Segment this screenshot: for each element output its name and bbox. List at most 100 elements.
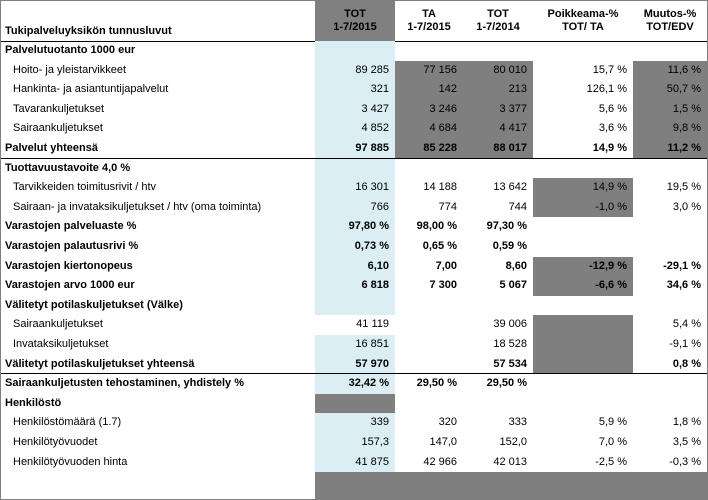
- table-cell: 39 006: [493, 318, 527, 331]
- table-cell: [315, 393, 395, 414]
- table-cell: [633, 374, 707, 394]
- row-label: Tuottavuustavoite 4,0 %: [5, 161, 131, 174]
- table-cell: [533, 394, 633, 414]
- table-cell: 7,00: [435, 259, 457, 272]
- row-label: Varastojen arvo 1000 eur: [5, 279, 135, 292]
- table-footer-fill: [315, 472, 707, 499]
- column-header-2: TA 1-7/2015: [395, 1, 463, 41]
- table-cell: 57 970: [315, 354, 395, 375]
- table-cell: 16 851: [315, 335, 395, 355]
- table-cell: 97,30 %: [486, 220, 527, 233]
- column-header-line1: Muutos-%: [643, 8, 697, 20]
- table-cell: 3,6 %: [598, 122, 627, 135]
- table-cell: 152,0: [499, 436, 527, 448]
- table-cell: [533, 159, 633, 179]
- row-label: Henkilötyövuoden hinta: [13, 455, 128, 468]
- table-cell: 321: [315, 80, 395, 100]
- column-header-line2: 1-7/2014: [476, 21, 520, 33]
- table-cell: 57 534: [493, 357, 527, 370]
- table-cell: 4 852: [315, 119, 395, 139]
- table-cell: 50,7 %: [633, 80, 707, 100]
- column-header-4: Poikkeama-% TOT/ TA: [533, 1, 633, 41]
- table-cell: 142: [395, 80, 463, 100]
- total-divider: [1, 373, 707, 375]
- row-label: Henkilötyövuodet: [13, 436, 98, 448]
- table-cell: 0,59 %: [492, 240, 527, 252]
- row-label: Sairaan- ja invataksikuljetukset / htv (…: [13, 200, 262, 213]
- table-cell: [633, 394, 707, 414]
- row-label: Sairaankuljetukset: [13, 122, 103, 135]
- table-cell: [633, 159, 707, 179]
- table-cell: 0,65 %: [422, 240, 457, 252]
- row-label: Tavarankuljetukset: [13, 102, 105, 115]
- table-cell: 3 377: [463, 99, 533, 120]
- table-cell: 5,9 %: [598, 416, 627, 429]
- table-cell: 29,50 %: [416, 377, 457, 390]
- table-cell: 14 188: [423, 181, 457, 194]
- table-cell: 0,73 %: [315, 237, 395, 257]
- table-cell: 11,2 %: [633, 139, 707, 159]
- table-cell: 3,0 %: [672, 200, 701, 213]
- table-cell: 8,60: [505, 259, 527, 272]
- row-label: Palvelut yhteensä: [5, 142, 98, 154]
- table-cell: 19,5 %: [666, 181, 701, 194]
- table-cell: [463, 394, 533, 414]
- table-cell: 13 642: [493, 181, 527, 194]
- table-cell: 320: [438, 416, 457, 429]
- table-cell: [633, 296, 707, 316]
- table-cell: -6,6 %: [533, 276, 633, 296]
- table-cell: [533, 354, 633, 375]
- row-label: Hoito- ja yleistarvikkeet: [13, 63, 127, 76]
- column-header-line1: TOT: [487, 8, 509, 20]
- table-cell: [395, 296, 463, 316]
- column-header-1: TOT 1-7/2015: [315, 1, 395, 41]
- table-cell: 4 417: [463, 119, 533, 139]
- table-cell: 32,42 %: [315, 374, 395, 394]
- table-cell: -12,9 %: [533, 256, 633, 277]
- table-cell: [533, 374, 633, 394]
- table-cell: 7 300: [429, 279, 457, 292]
- table-cell: [315, 41, 395, 61]
- table-cell: 6 818: [315, 276, 395, 296]
- total-divider: [1, 157, 707, 159]
- table-cell: 766: [315, 197, 395, 218]
- table-cell: 42 013: [493, 455, 527, 468]
- row-label: Sairaankuljetusten tehostaminen, yhdiste…: [5, 377, 245, 390]
- table-cell: -1,0 %: [533, 197, 633, 218]
- table-cell: 16 301: [315, 178, 395, 198]
- table-cell: 5,4 %: [672, 318, 701, 331]
- table-cell: [533, 237, 633, 257]
- column-header-3: TOT 1-7/2014: [463, 1, 533, 41]
- table-cell: 41 119: [356, 318, 389, 331]
- table-cell: 157,3: [315, 433, 395, 453]
- table-cell: 89 285: [315, 60, 395, 81]
- table-cell: 85 228: [395, 139, 463, 159]
- table-cell: [463, 159, 533, 179]
- table-cell: 15,7 %: [592, 63, 627, 76]
- table-cell: 3,5 %: [672, 436, 701, 448]
- table-cell: 34,6 %: [666, 279, 701, 292]
- table-cell: 3 246: [395, 99, 463, 120]
- table-cell: 97 885: [315, 139, 395, 159]
- row-label: Varastojen palveluaste %: [5, 220, 137, 233]
- table-cell: 5 067: [499, 279, 527, 292]
- table-cell: 42 966: [423, 455, 457, 468]
- table-cell: 774: [438, 200, 457, 213]
- row-label: Välitetyt potilaskuljetukset yhteensä: [5, 357, 195, 370]
- table-cell: [395, 159, 463, 179]
- table-cell: [533, 315, 633, 335]
- table-cell: [633, 41, 707, 61]
- table-cell: 80 010: [463, 60, 533, 81]
- table-cell: 6,10: [315, 256, 395, 277]
- table-cell: 744: [508, 200, 527, 213]
- table-cell: [533, 296, 633, 316]
- table-cell: 1,5 %: [633, 99, 707, 120]
- table-cell: 14,9 %: [592, 142, 627, 154]
- row-label: Varastojen palautusrivi %: [5, 240, 139, 252]
- table-cell: 213: [463, 80, 533, 100]
- table-cell: 147,0: [429, 436, 457, 448]
- row-label: Henkilöstö: [5, 396, 62, 409]
- table-title: Tukipalveluyksikön tunnusluvut: [5, 25, 172, 37]
- column-header-line1: TA: [422, 8, 436, 20]
